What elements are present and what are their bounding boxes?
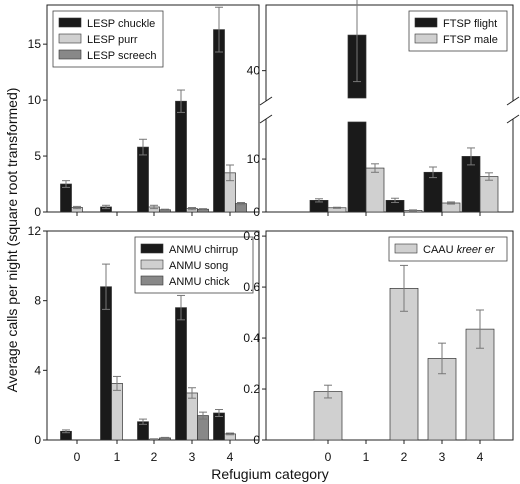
x-tick-label: 0 (325, 450, 332, 464)
axis-break-slash (259, 114, 273, 124)
legend-label: ANMU chick (169, 276, 230, 288)
legend-swatch (394, 243, 418, 254)
legend-label: LESP chuckle (87, 18, 155, 30)
bar-caau-2 (389, 287, 419, 441)
y-axis-label: Average calls per night (square root tra… (4, 88, 20, 393)
y-tick-label: 10 (28, 93, 42, 107)
legend-swatch (140, 275, 164, 286)
bar-anmu-song-3 (186, 392, 198, 441)
bar-ftsp-male-1 (365, 167, 385, 213)
x-tick-label: 4 (477, 450, 484, 464)
legend-label-italic: kreer er (454, 244, 496, 256)
legend-box (408, 10, 508, 52)
legend-label: ANMU song (169, 260, 228, 272)
y-tick-label: 4 (34, 363, 41, 377)
legend-swatch (58, 49, 82, 60)
x-tick-label: 3 (189, 450, 196, 464)
y-tick-label: 15 (28, 37, 42, 51)
y-tick-label: 0.8 (243, 229, 260, 243)
legend: FTSP flight FTSP male (408, 10, 508, 52)
bar-lesp-chuckle-4 (213, 29, 225, 213)
x-tick-label: 4 (227, 450, 234, 464)
bar-anmu-song-1 (111, 383, 123, 441)
legend-swatch (140, 259, 164, 270)
y-tick-label: 0 (253, 433, 260, 447)
axis-break-gap (265, 101, 514, 119)
axis-break-slash (259, 96, 273, 106)
legend-swatch (414, 17, 438, 28)
y-tick-label: 40 (247, 64, 261, 78)
panel-frame (265, 230, 514, 441)
bar-anmu-chirrup-4 (213, 412, 225, 441)
panel-caau: 0 0.2 0.4 0.6 0.8 0 1 2 3 4 CAAU kreer er (243, 229, 514, 464)
panel-lesp: 0 5 10 15 LESP chuckle LESP purr LESP screech (28, 4, 260, 219)
x-tick-label: 1 (363, 450, 370, 464)
bar-caau-0 (313, 391, 343, 441)
y-tick-label: 0.2 (243, 382, 260, 396)
axis-break-slash (506, 114, 520, 124)
y-tick-label: 0 (34, 433, 41, 447)
panel-ftsp: 0 10 40 FTSP flight FTSP male (247, 0, 520, 219)
axis-break-slash (506, 96, 520, 106)
legend-label: FTSP male (443, 34, 498, 46)
x-tick-label: 2 (401, 450, 408, 464)
legend: CAAU kreer er (388, 236, 508, 262)
legend: LESP chuckle LESP purr LESP screech (52, 10, 164, 68)
y-tick-label: 10 (247, 152, 261, 166)
bar-ftsp-male-4 (479, 176, 499, 213)
legend: ANMU chirrup ANMU song ANMU chick (134, 236, 254, 294)
legend-label: CAAU kreer er (423, 244, 496, 256)
y-tick-label: 5 (34, 149, 41, 163)
x-tick-label: 2 (151, 450, 158, 464)
x-axis-label: Refugium category (211, 466, 329, 482)
legend-swatch (140, 243, 164, 254)
x-tick-label: 1 (114, 450, 121, 464)
legend-swatch (414, 33, 438, 44)
y-tick-label: 0 (253, 205, 260, 219)
legend-label: LESP purr (87, 34, 138, 46)
legend-label: LESP screech (87, 50, 157, 62)
x-tick-label: 3 (439, 450, 446, 464)
y-tick-label: 0 (34, 205, 41, 219)
legend-swatch (58, 17, 82, 28)
bar-anmu-chirrup-3 (175, 307, 187, 441)
legend-label: ANMU chirrup (169, 244, 238, 256)
y-tick-label: 8 (34, 294, 41, 308)
bar-lesp-chuckle-2 (137, 146, 149, 213)
y-tick-label: 12 (28, 224, 42, 238)
legend-label: FTSP flight (443, 18, 497, 30)
bar-ftsp-flight-1-lower (347, 121, 367, 213)
bar-ftsp-flight-3 (423, 171, 443, 213)
bar-lesp-chuckle-0 (60, 183, 72, 213)
bar-lesp-chuckle-3 (175, 100, 187, 213)
y-tick-label: 0.4 (243, 331, 260, 345)
x-tick-label: 0 (74, 450, 81, 464)
legend-swatch (58, 33, 82, 44)
y-tick-label: 0.6 (243, 280, 260, 294)
